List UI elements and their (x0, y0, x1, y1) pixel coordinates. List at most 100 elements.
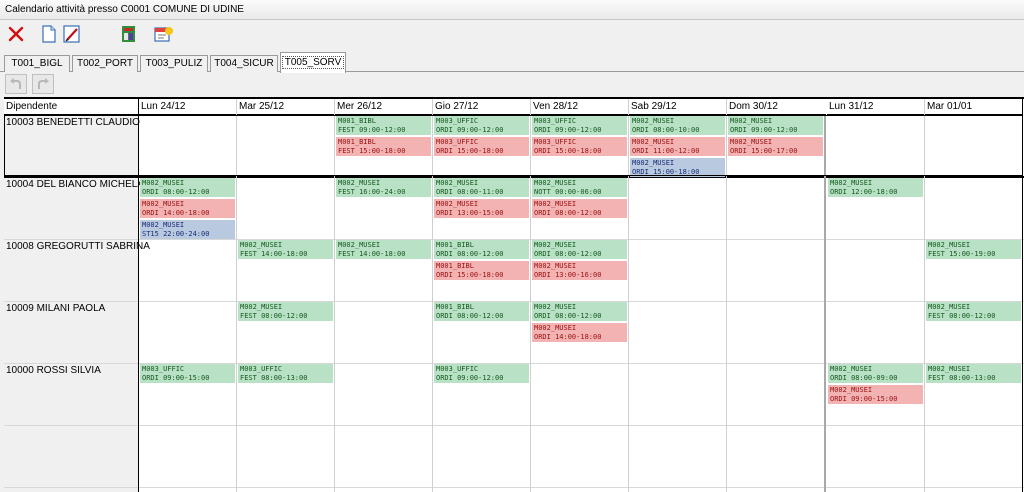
shift-code: M002_MUSEI (534, 179, 577, 187)
shift-entry[interactable]: M002_MUSEI ORDI 15:00-18:00 (630, 158, 725, 177)
shift-entry[interactable]: M003_UFFIC ORDI 15:00-18:00 (532, 137, 627, 156)
shift-code: M002_MUSEI (240, 303, 283, 311)
shift-entry[interactable]: M003_UFFIC ORDI 09:00-15:00 (140, 364, 235, 383)
shift-entry[interactable]: M002_MUSEI FEST 15:00-19:00 (926, 240, 1021, 259)
shift-entry[interactable]: M002_MUSEI ORDI 08:00-11:00 (434, 178, 529, 197)
shift-entry[interactable]: M003_UFFIC ORDI 09:00-12:00 (532, 116, 627, 135)
shift-entry[interactable]: M002_MUSEI ORDI 09:00-15:00 (828, 385, 923, 404)
undo-arrow-icon (10, 78, 21, 89)
shift-entry[interactable]: M001_BIBL FEST 15:00-18:00 (336, 137, 431, 156)
shift-code: M002_MUSEI (534, 200, 577, 208)
column-divider (138, 99, 139, 492)
calendar-grid: Dipendente Lun 24/12 Mar 25/12 Mer 26/12 Gio… (4, 97, 1024, 492)
shift-entry[interactable]: M002_MUSEI ORDI 13:00-16:00 (532, 261, 627, 280)
shift-time: ST15 22:00-24:00 (142, 229, 210, 238)
shift-entry[interactable]: M002_MUSEI NOTT 00:00-06:00 (532, 178, 627, 197)
shift-code: M001_BIBL (436, 303, 474, 311)
tab-t003-puliz[interactable]: T003_PULIZ (140, 55, 208, 72)
shift-entry[interactable]: M003_UFFIC ORDI 09:00-12:00 (434, 364, 529, 383)
row-divider (4, 425, 1024, 426)
shift-time: ORDI 13:00-16:00 (534, 270, 602, 279)
shift-code: M003_UFFIC (534, 138, 577, 146)
employee-name[interactable]: 10004 DEL BIANCO MICHELA (6, 179, 145, 190)
edit-button[interactable] (61, 23, 83, 45)
shift-time: ORDI 11:00-12:00 (632, 146, 700, 155)
employee-name[interactable]: 10008 GREGORUTTI SABRINA (6, 241, 150, 252)
shift-entry[interactable]: M002_MUSEI ORDI 08:00-12:00 (140, 178, 235, 197)
shift-entry[interactable]: M001_BIBL FEST 09:00-12:00 (336, 116, 431, 135)
shift-code: M002_MUSEI (142, 179, 185, 187)
shift-entry[interactable]: M002_MUSEI ORDI 13:00-15:00 (434, 199, 529, 218)
shift-time: NOTT 00:00-06:00 (534, 187, 602, 196)
shift-entry[interactable]: M003_UFFIC ORDI 15:00-18:00 (434, 137, 529, 156)
shift-time: ORDI 15:00-18:00 (534, 146, 602, 155)
shift-time: FEST 08:00-13:00 (928, 373, 996, 382)
shift-time: ORDI 15:00-18:00 (436, 146, 504, 155)
new-document-button[interactable] (38, 23, 60, 45)
shift-entry[interactable]: M002_MUSEI FEST 08:00-12:00 (238, 302, 333, 321)
shift-entry[interactable]: M002_MUSEI ORDI 11:00-12:00 (630, 137, 725, 156)
column-divider (530, 99, 531, 492)
shift-time: ORDI 14:00-18:00 (534, 332, 602, 341)
shift-time: ORDI 08:00-10:00 (632, 125, 700, 134)
shift-code: M002_MUSEI (632, 117, 675, 125)
employee-name[interactable]: 10009 MILANI PAOLA (6, 303, 106, 314)
shift-time: ORDI 08:00-12:00 (534, 249, 602, 258)
shift-entry[interactable]: M002_MUSEI ORDI 08:00-12:00 (532, 240, 627, 259)
shift-code: M002_MUSEI (338, 179, 381, 187)
shift-entry[interactable]: M002_MUSEI ORDI 15:00-17:00 (728, 137, 823, 156)
tab-label: T004_SICUR (214, 58, 274, 69)
employee-name[interactable]: 10000 ROSSI SILVIA (6, 365, 101, 376)
shift-code: M002_MUSEI (534, 241, 577, 249)
shift-entry[interactable]: M003_UFFIC FEST 08:00-13:00 (238, 364, 333, 383)
shift-entry[interactable]: M002_MUSEI ORDI 08:00-10:00 (630, 116, 725, 135)
day-header: Mar 01/01 (925, 99, 1022, 115)
tab-t005-sorv[interactable]: T005_SORV (280, 52, 346, 73)
shift-entry[interactable]: M002_MUSEI FEST 08:00-12:00 (926, 302, 1021, 321)
employee-name[interactable]: 10003 BENEDETTI CLAUDIO (6, 117, 140, 128)
shift-entry[interactable]: M002_MUSEI FEST 16:00-24:00 (336, 178, 431, 197)
report-button[interactable] (118, 23, 140, 45)
shift-entry[interactable]: M002_MUSEI ORDI 08:00-09:00 (828, 364, 923, 383)
shift-code: M002_MUSEI (830, 179, 873, 187)
shift-entry[interactable]: M002_MUSEI FEST 14:00-18:00 (336, 240, 431, 259)
shift-time: ORDI 15:00-18:00 (632, 167, 700, 176)
shift-entry[interactable]: M002_MUSEI ORDI 12:00-18:00 (828, 178, 923, 197)
shift-code: M002_MUSEI (730, 138, 773, 146)
shift-entry[interactable]: M001_BIBL ORDI 08:00-12:00 (434, 240, 529, 259)
shift-entry[interactable]: M002_MUSEI ORDI 09:00-12:00 (728, 116, 823, 135)
tab-t004-sicur[interactable]: T004_SICUR (210, 55, 278, 72)
tab-label: T001_BIGL (11, 58, 63, 69)
report-icon (122, 26, 135, 42)
shift-code: M002_MUSEI (240, 241, 283, 249)
wizard-button[interactable] (153, 23, 175, 45)
tab-t001-bigl[interactable]: T001_BIGL (4, 55, 70, 72)
tab-t002-port[interactable]: T002_PORT (72, 55, 138, 72)
undo-button[interactable] (5, 74, 27, 94)
day-header: Gio 27/12 (433, 99, 530, 115)
edit-pencil-icon (63, 25, 80, 43)
shift-entry[interactable]: M002_MUSEI FEST 14:00-18:00 (238, 240, 333, 259)
shift-entry[interactable]: M001_BIBL ORDI 08:00-12:00 (434, 302, 529, 321)
tab-label: T003_PULIZ (145, 58, 203, 69)
shift-code: M001_BIBL (338, 117, 376, 125)
shift-entry[interactable]: M002_MUSEI ORDI 14:00-18:00 (140, 199, 235, 218)
column-divider (824, 99, 826, 492)
shift-time: FEST 09:00-12:00 (338, 125, 406, 134)
column-divider (924, 99, 925, 492)
shift-entry[interactable]: M002_MUSEI ORDI 14:00-18:00 (532, 323, 627, 342)
close-button[interactable] (5, 23, 27, 45)
shift-time: ORDI 08:00-12:00 (534, 311, 602, 320)
shift-time: ORDI 09:00-15:00 (830, 394, 898, 403)
shift-entry[interactable]: M001_BIBL ORDI 15:00-18:00 (434, 261, 529, 280)
shift-code: M002_MUSEI (632, 159, 675, 167)
shift-entry[interactable]: M002_MUSEI FEST 08:00-13:00 (926, 364, 1021, 383)
shift-code: M003_UFFIC (436, 138, 479, 146)
shift-entry[interactable]: M002_MUSEI ORDI 08:00-12:00 (532, 302, 627, 321)
shift-entry[interactable]: M002_MUSEI ST15 22:00-24:00 (140, 220, 235, 239)
redo-button[interactable] (32, 74, 54, 94)
shift-code: M003_UFFIC (240, 365, 283, 373)
document-icon (42, 25, 56, 43)
shift-entry[interactable]: M002_MUSEI ORDI 08:00-12:00 (532, 199, 627, 218)
shift-entry[interactable]: M003_UFFIC ORDI 09:00-12:00 (434, 116, 529, 135)
